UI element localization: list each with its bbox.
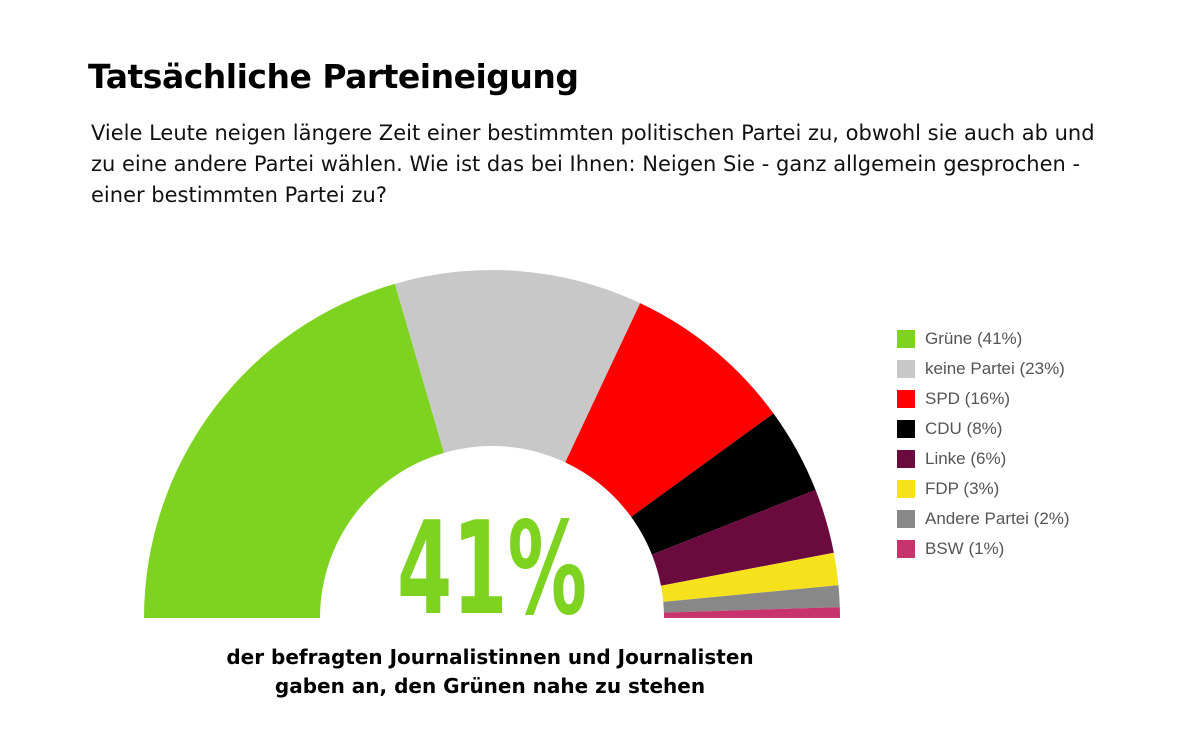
pie-slice-7 [663,607,840,618]
pie-slice-5 [660,552,839,602]
legend-item: Andere Partei (2%) [897,504,1070,534]
chart-legend: Grüne (41%) keine Partei (23%) SPD (16%) CD… [897,324,1070,564]
chart-caption: der befragten Journalistinnen und Journa… [130,643,850,701]
pie-slice-1 [394,270,641,463]
legend-item: keine Partei (23%) [897,354,1070,384]
legend-label: FDP (3%) [925,479,1000,498]
legend-label: CDU (8%) [925,419,1003,438]
chart-title: Tatsächliche Parteineigung [88,57,579,96]
pie-slice-2 [565,303,774,517]
legend-item: BSW (1%) [897,534,1070,564]
legend-swatch [897,450,915,468]
legend-swatch [897,540,915,558]
legend-label: Linke (6%) [925,449,1007,468]
chart-slices [144,270,840,618]
pie-slice-0 [144,283,445,618]
legend-item: FDP (3%) [897,474,1070,504]
legend-label: SPD (16%) [925,389,1011,408]
legend-swatch [897,420,915,438]
survey-question: Viele Leute neigen längere Zeit einer be… [91,121,1095,207]
legend-label: BSW (1%) [925,539,1005,558]
caption-line-2: gaben an, den Grünen nahe zu stehen [274,674,706,698]
legend-label: Andere Partei (2%) [925,509,1070,528]
caption-line-1: der befragten Journalistinnen und Journa… [226,645,754,669]
legend-swatch [897,390,915,408]
legend-item: CDU (8%) [897,414,1070,444]
legend-swatch [897,330,915,348]
pie-slice-4 [651,489,834,586]
legend-item: Linke (6%) [897,444,1070,474]
legend-label: Grüne (41%) [925,329,1023,348]
legend-item: SPD (16%) [897,384,1070,414]
legend-swatch [897,480,915,498]
legend-swatch [897,510,915,528]
legend-label: keine Partei (23%) [925,359,1065,378]
legend-item: Grüne (41%) [897,324,1070,354]
legend-swatch [897,360,915,378]
center-percentage-label: 41% [397,495,587,644]
pie-slice-6 [663,585,840,613]
pie-slice-3 [631,413,816,555]
